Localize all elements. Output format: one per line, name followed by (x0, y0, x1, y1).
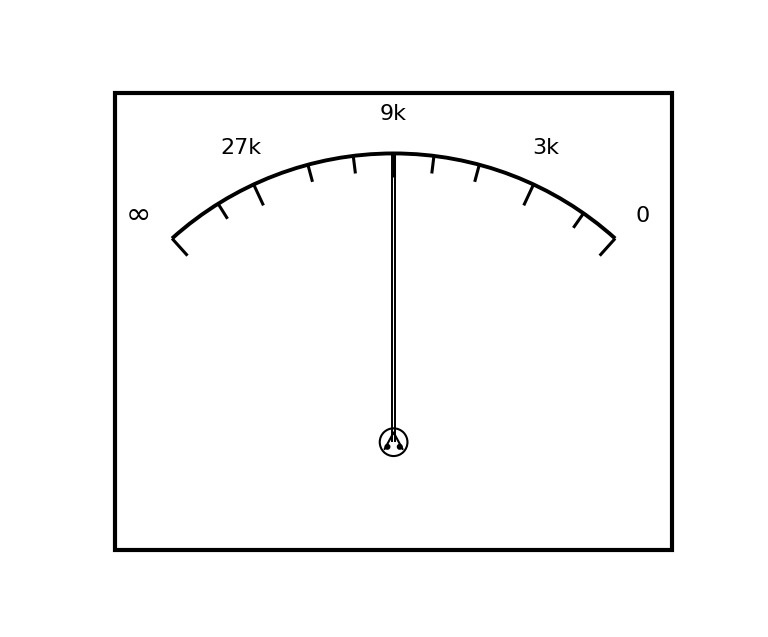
Circle shape (398, 445, 402, 449)
Text: 27k: 27k (220, 138, 262, 158)
Text: ∞: ∞ (126, 201, 151, 230)
Circle shape (385, 445, 389, 449)
Text: 3k: 3k (532, 138, 559, 158)
Text: 0: 0 (636, 206, 650, 225)
Text: 9k: 9k (380, 104, 407, 124)
